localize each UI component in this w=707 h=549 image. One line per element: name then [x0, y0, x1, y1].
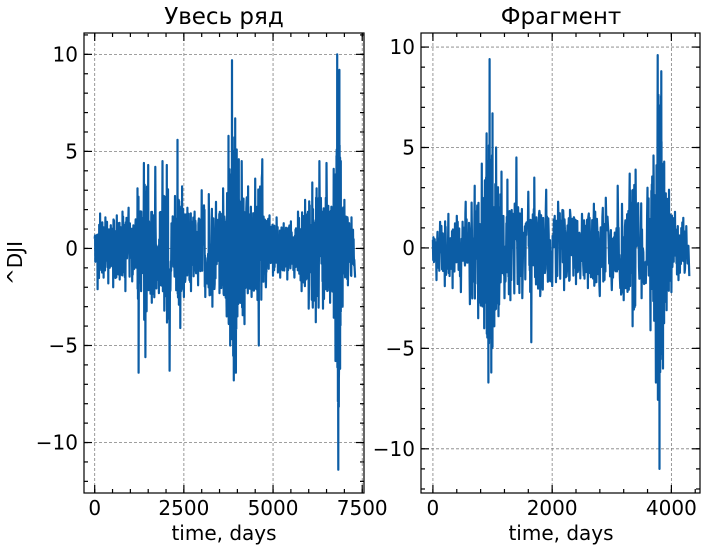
plot-frame	[83, 32, 365, 494]
y-tick-label: −10	[36, 431, 78, 455]
y-tick-label: −5	[49, 333, 78, 357]
y-tick-label: 5	[65, 139, 78, 163]
x-tick-label: 5000	[248, 496, 299, 520]
plot-frame	[420, 32, 701, 494]
x-axis-label: time, days	[508, 521, 613, 545]
chart-panel-full-series: Увесь ряд 0 2500 5000 7500 −10 −5 0 5 10 time, d…	[3, 4, 388, 545]
y-tick-label: 0	[65, 236, 78, 260]
chart-title: Фрагмент	[501, 4, 622, 30]
chart-panel-fragment: Фрагмент 0 2000 4000 −10 −5 0 5 10 time, days	[373, 4, 701, 545]
y-tick-label: 0	[402, 236, 415, 260]
y-tick-label: 10	[53, 42, 78, 66]
series-line	[431, 54, 691, 470]
x-tick-label: 2000	[527, 496, 578, 520]
x-tick-label: 4000	[646, 496, 697, 520]
y-tick-label: 10	[390, 35, 415, 59]
x-tick-label: 7500	[337, 496, 388, 520]
chart-title: Увесь ряд	[164, 4, 284, 30]
y-tick-label: −10	[373, 437, 415, 461]
series-line	[93, 53, 357, 471]
y-tick-label: −5	[386, 336, 415, 360]
x-axis-label: time, days	[171, 521, 276, 545]
x-tick-label: 0	[427, 496, 440, 520]
y-axis-label: ^DJI	[3, 241, 27, 285]
x-tick-label: 2500	[158, 496, 209, 520]
y-tick-label: 5	[402, 135, 415, 159]
x-tick-label: 0	[88, 496, 101, 520]
